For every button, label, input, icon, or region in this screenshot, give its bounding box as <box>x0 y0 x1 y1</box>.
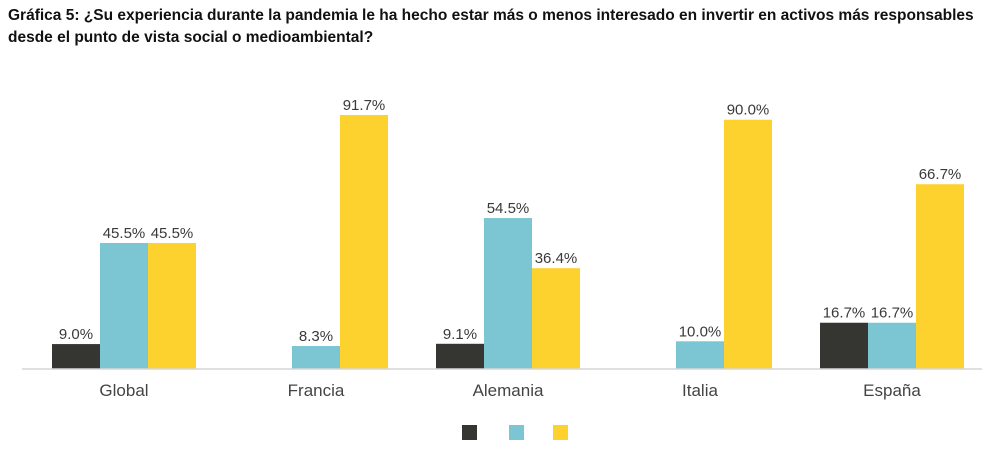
bar-alemania-series-3 <box>532 268 580 369</box>
x-tick-labels: Global Francia Alemania Italia España <box>99 381 921 400</box>
data-label-alemania-series-2: 54.5% <box>487 200 530 217</box>
data-label-global-series-1: 9.0% <box>59 326 93 343</box>
bar-italia-series-3 <box>724 119 772 369</box>
bar-españa-series-3 <box>916 184 964 369</box>
bar-españa-series-1 <box>820 322 868 369</box>
data-labels-layer: 9.0% 45.5% 45.5% 8.3% 91.7% 9.1% 54.5% 36.4% 10.… <box>59 97 961 345</box>
bars-layer <box>52 114 964 369</box>
legend-swatch-series-1 <box>462 425 477 440</box>
x-tick-label-italia: Italia <box>682 381 718 400</box>
bar-francia-series-3 <box>340 114 388 369</box>
data-label-francia-series-2: 8.3% <box>299 328 333 345</box>
legend <box>462 425 568 440</box>
bar-alemania-series-1 <box>436 343 484 369</box>
bar-francia-series-2 <box>292 346 340 369</box>
bar-italia-series-2 <box>676 341 724 369</box>
x-tick-label-alemania: Alemania <box>473 381 544 400</box>
data-label-global-series-3: 45.5% <box>151 225 194 242</box>
data-label-españa-series-2: 16.7% <box>871 305 914 322</box>
data-label-alemania-series-3: 36.4% <box>535 250 578 267</box>
legend-swatch-series-2 <box>509 425 524 440</box>
bar-global-series-3 <box>148 242 196 369</box>
data-label-alemania-series-1: 9.1% <box>443 326 477 343</box>
bar-global-series-2 <box>100 242 148 369</box>
data-label-francia-series-3: 91.7% <box>343 97 386 114</box>
data-label-italia-series-2: 10.0% <box>679 323 722 340</box>
bar-españa-series-2 <box>868 322 916 369</box>
data-label-españa-series-3: 66.7% <box>919 166 962 183</box>
chart-title: Gráfica 5: ¿Su experiencia durante la pa… <box>8 7 974 46</box>
data-label-españa-series-1: 16.7% <box>823 305 866 322</box>
bar-alemania-series-2 <box>484 218 532 369</box>
x-tick-label-global: Global <box>99 381 148 400</box>
x-tick-label-españa: España <box>863 381 921 400</box>
bar-global-series-1 <box>52 344 100 369</box>
x-tick-label-francia: Francia <box>288 381 345 400</box>
data-label-global-series-2: 45.5% <box>103 225 146 242</box>
legend-swatch-series-3 <box>553 425 568 440</box>
data-label-italia-series-3: 90.0% <box>727 102 770 119</box>
